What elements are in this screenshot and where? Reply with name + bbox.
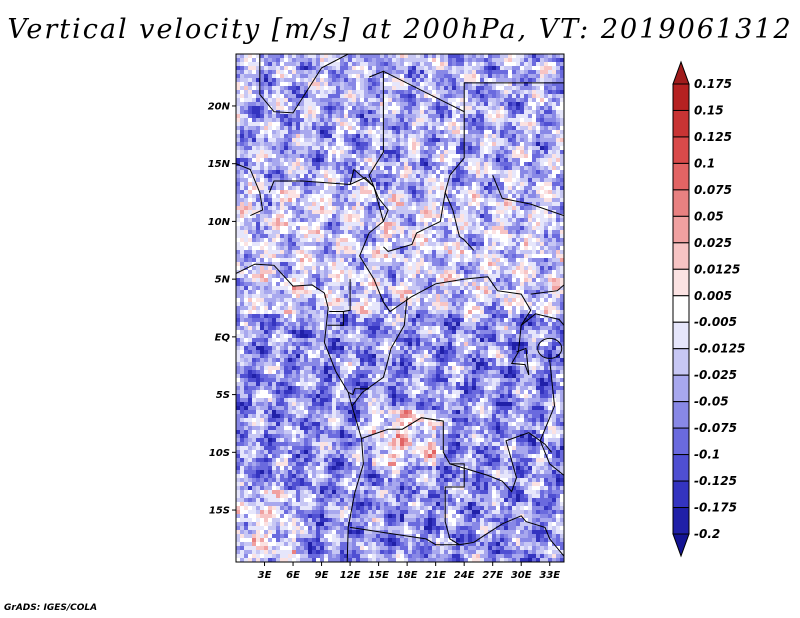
colorbar-label: 0.025 [694, 236, 732, 250]
colorbar-label: -0.175 [694, 501, 737, 515]
longitude-axis: 3E 6E 9E 12E 15E 18E 21E 24E 27E 30E 33E [258, 562, 560, 581]
colorbar-label: -0.005 [694, 315, 737, 329]
border-line [530, 284, 564, 295]
latitude-axis: 20N 15N 10N 5N EQ 5S 10S 15S [208, 101, 236, 517]
colorbar-segment [672, 321, 690, 350]
colorbar-segment [672, 242, 690, 270]
lon-tick-label: 15E [368, 570, 389, 581]
border-line [329, 279, 351, 312]
colorbar-bottom-triangle [672, 533, 690, 558]
colorbar-label: 0.125 [694, 130, 732, 144]
velocity-field [236, 54, 564, 562]
colorbar-label: -0.1 [694, 448, 720, 462]
border-line [539, 359, 564, 562]
colorbar-top-triangle [672, 60, 690, 85]
colorbar-label: -0.2 [694, 527, 720, 541]
colorbar-label: 0.15 [694, 103, 724, 117]
border-line [368, 70, 389, 222]
border-line [473, 515, 564, 557]
colorbar-segment [672, 401, 690, 429]
lon-tick-label: 18E [397, 570, 418, 581]
lon-tick-label: 12E [340, 570, 361, 581]
lon-tick-label: 30E [511, 570, 532, 581]
country-borders [236, 54, 564, 562]
border-line [449, 432, 552, 493]
lake-outline [537, 337, 563, 359]
lat-tick-label: 15N [208, 159, 231, 170]
border-line [383, 192, 446, 252]
lon-tick-label: 24E [454, 570, 475, 581]
border-line [268, 176, 532, 376]
border-line [327, 311, 344, 326]
lat-tick-label: EQ [215, 332, 231, 343]
lat-tick-label: 10N [208, 217, 231, 228]
colorbar-segment [672, 507, 690, 535]
colorbar-segment [672, 83, 690, 111]
border-line [236, 163, 264, 217]
colorbar-label: 0.05 [694, 209, 724, 223]
lat-tick-label: 20N [208, 101, 231, 112]
lon-tick-label: 9E [315, 570, 329, 581]
lat-tick-label: 5N [215, 275, 231, 286]
colorbar-segment [672, 215, 690, 244]
lat-tick-label: 10S [209, 448, 230, 459]
colorbar-segment [672, 268, 690, 297]
border-line [492, 175, 564, 217]
border-line [236, 263, 364, 562]
grads-credit: GrADS: IGES/COLA [4, 603, 98, 613]
colorbar-segment [672, 136, 690, 164]
colorbar-segment [672, 348, 690, 376]
lon-tick-label: 33E [539, 570, 560, 581]
map-frame [235, 53, 565, 563]
colorbar-segment [672, 427, 690, 456]
colorbar: 0.175 0.15 0.125 0.1 0.075 0.05 0.025 0.0125 0.0… [672, 60, 745, 558]
colorbar-segment [672, 189, 690, 217]
border-line [347, 388, 370, 396]
border-line [259, 54, 349, 114]
border-line [463, 82, 564, 112]
colorbar-label: -0.075 [694, 421, 737, 435]
colorbar-label: 0.0125 [694, 262, 740, 276]
border-line [516, 347, 530, 376]
lon-tick-label: 3E [258, 570, 272, 581]
colorbar-segment [672, 162, 690, 191]
colorbar-label: -0.025 [694, 368, 737, 382]
border-line [349, 168, 375, 188]
lat-tick-label: 5S [216, 390, 230, 401]
colorbar-label: -0.0125 [694, 342, 745, 356]
colorbar-segment [672, 454, 690, 482]
colorbar-label: -0.05 [694, 395, 729, 409]
colorbar-segment [672, 374, 690, 403]
lon-tick-label: 21E [425, 570, 446, 581]
colorbar-label: 0.005 [694, 289, 732, 303]
colorbar-label: 0.175 [694, 77, 732, 91]
border-line [351, 296, 408, 407]
lon-tick-label: 6E [286, 570, 300, 581]
lat-tick-label: 15S [209, 506, 230, 517]
border-line [350, 526, 460, 546]
colorbar-label: -0.125 [694, 474, 737, 488]
colorbar-label: 0.1 [694, 156, 715, 170]
lon-tick-label: 27E [482, 570, 503, 581]
border-line [361, 417, 474, 546]
colorbar-segment [672, 480, 690, 509]
colorbar-segment [672, 295, 690, 323]
border-line [520, 313, 564, 326]
colorbar-label: 0.075 [694, 183, 732, 197]
chart-title: Vertical velocity [m/s] at 200hPa, VT: 2… [7, 14, 793, 45]
colorbar-segment [672, 109, 690, 138]
